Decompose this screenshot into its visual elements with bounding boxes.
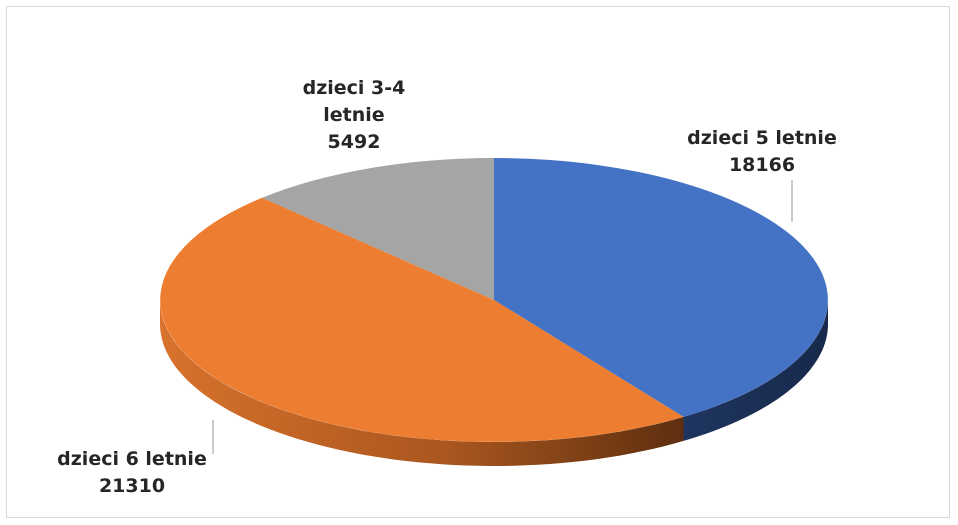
- data-label-0: dzieci 5 letnie 18166: [687, 127, 837, 176]
- pie-slice-0: [494, 158, 828, 417]
- data-label-2-line-2: 5492: [328, 131, 381, 153]
- data-label-2-line-0: dzieci 3-4: [303, 77, 406, 99]
- pie-side-0: [683, 300, 828, 441]
- data-label-2: dzieci 3-4 letnie 5492: [303, 77, 406, 153]
- pie-side-1: [160, 300, 684, 466]
- data-label-1-line-0: dzieci 6 letnie: [57, 448, 207, 470]
- data-label-1: dzieci 6 letnie 21310: [57, 448, 207, 497]
- data-label-0-line-1: 18166: [729, 154, 795, 176]
- pie-slice-1: [160, 197, 684, 442]
- data-label-0-line-0: dzieci 5 letnie: [687, 127, 837, 149]
- data-label-1-line-1: 21310: [99, 475, 165, 497]
- pie-slice-2: [262, 158, 494, 300]
- data-label-2-line-1: letnie: [323, 104, 384, 126]
